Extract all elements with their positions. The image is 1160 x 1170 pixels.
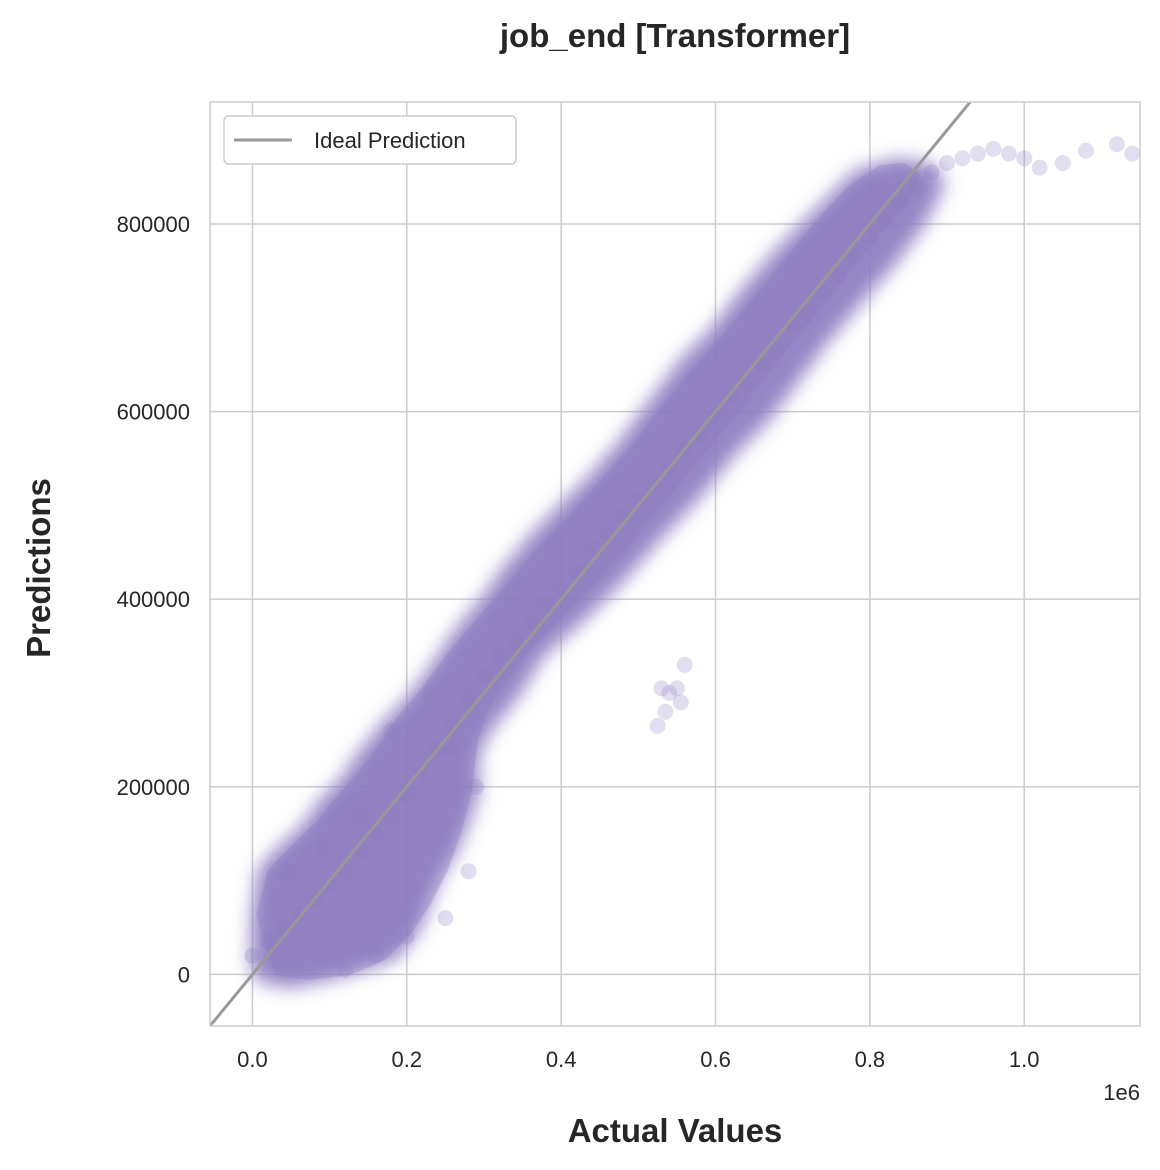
scatter-point <box>491 647 508 664</box>
scatter-point <box>383 722 400 739</box>
scatter-point <box>969 145 986 162</box>
scatter-point <box>537 595 554 612</box>
scatter-point <box>367 825 384 842</box>
scatter-point <box>313 839 330 856</box>
y-tick-label: 600000 <box>117 400 190 425</box>
scatter-point <box>985 140 1002 157</box>
scatter-point <box>614 506 631 523</box>
scatter-point <box>1000 145 1017 162</box>
y-tick-label: 800000 <box>117 212 190 237</box>
x-tick-label: 0.2 <box>392 1047 423 1072</box>
scatter-point <box>692 427 709 444</box>
scatter-point <box>954 150 971 167</box>
scatter-point <box>1016 150 1033 167</box>
scatter-point <box>275 919 292 936</box>
scatter-point <box>815 286 832 303</box>
scatter-point <box>668 680 685 697</box>
scatter-point <box>259 933 276 950</box>
scatter-point <box>599 525 616 542</box>
scatter-point <box>877 211 894 228</box>
scatter-point <box>398 928 415 945</box>
scatter-point <box>676 656 693 673</box>
x-tick-label: 0.8 <box>855 1047 886 1072</box>
scatter-point <box>290 905 307 922</box>
scatter-point <box>445 717 462 734</box>
scatter-point <box>661 684 678 701</box>
legend: Ideal Prediction <box>223 115 517 165</box>
scatter-point <box>923 164 940 181</box>
x-axis-label: Actual Values <box>568 1112 783 1149</box>
scatter-point <box>784 319 801 336</box>
scatter-point <box>460 689 477 706</box>
scatter-point <box>352 844 369 861</box>
scatter-point <box>460 863 477 880</box>
scatter-point <box>1054 154 1071 171</box>
scatter-point <box>414 764 431 781</box>
scatter-point <box>522 614 539 631</box>
scatter-point <box>831 267 848 284</box>
x-tick-label: 1.0 <box>1009 1047 1040 1072</box>
scatter-point <box>321 877 338 894</box>
y-tick-label: 0 <box>178 962 190 987</box>
scatter-point <box>707 408 724 425</box>
scatter-point <box>475 666 492 683</box>
x-axis-offset-text: 1e6 <box>1103 1080 1140 1105</box>
scatter-point <box>908 178 925 195</box>
scatter-point <box>352 806 369 823</box>
scatter-point <box>722 389 739 406</box>
scatter-cloud <box>250 158 945 988</box>
scatter-point <box>630 492 647 509</box>
y-tick-label: 400000 <box>117 587 190 612</box>
x-tick-label: 0.6 <box>700 1047 731 1072</box>
scatter-point <box>800 305 817 322</box>
scatter-point <box>939 154 956 171</box>
grid-lines <box>210 102 1140 1026</box>
scatter-point <box>367 947 384 964</box>
scatter-points <box>244 136 1140 978</box>
legend-box <box>223 115 517 165</box>
x-axis-ticks: 0.0 0.2 0.4 0.6 0.8 1.0 <box>237 1047 1039 1072</box>
chart-title: job_end [Transformer] <box>499 17 850 54</box>
scatter-point <box>421 684 438 701</box>
scatter-point <box>1124 145 1140 162</box>
ideal-prediction-line <box>210 102 973 1026</box>
scatter-point <box>1031 159 1048 176</box>
scatter-point <box>649 717 666 734</box>
scatter-point <box>1108 136 1125 153</box>
scatter-point <box>398 788 415 805</box>
x-tick-label: 0.0 <box>237 1047 268 1072</box>
scatter-point <box>553 581 570 598</box>
y-axis-ticks: 0 200000 400000 600000 800000 <box>117 212 190 987</box>
scatter-point <box>279 863 296 880</box>
scatter-point <box>468 778 485 795</box>
scatter-point <box>337 863 354 880</box>
scatter-point <box>653 680 670 697</box>
scatter-point <box>337 961 354 978</box>
scatter-point <box>1077 142 1094 159</box>
y-tick-label: 200000 <box>117 775 190 800</box>
scatter-point <box>584 539 601 556</box>
plot-frame <box>209 101 1141 1027</box>
x-tick-label: 0.4 <box>546 1047 577 1072</box>
scatter-point <box>506 633 523 650</box>
y-axis-label: Predictions <box>20 478 57 658</box>
scatter-point <box>437 910 454 927</box>
scatter-point <box>846 248 863 265</box>
scatter-point <box>672 694 689 711</box>
scatter-point <box>738 375 755 392</box>
scatter-point <box>892 192 909 209</box>
scatter-point <box>769 342 786 359</box>
scatter-point <box>568 563 585 580</box>
scatter-point <box>445 741 462 758</box>
scatter-point <box>244 947 261 964</box>
scatter-point <box>753 356 770 373</box>
scatter-point <box>383 806 400 823</box>
legend-entry-ideal-prediction: Ideal Prediction <box>314 128 466 153</box>
scatter-point <box>861 230 878 247</box>
scatter-point <box>657 703 674 720</box>
